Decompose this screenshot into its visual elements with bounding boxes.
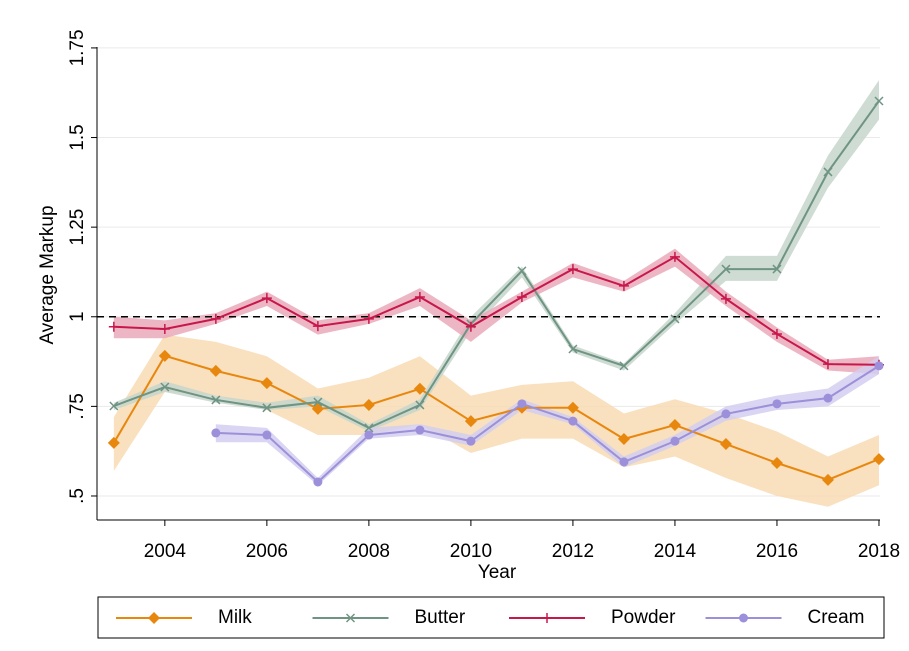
data-point xyxy=(566,401,579,414)
data-point xyxy=(312,321,323,332)
data-point xyxy=(313,477,323,487)
data-point xyxy=(465,321,476,332)
data-point xyxy=(568,344,578,354)
y-tick-label: .5 xyxy=(67,488,88,504)
data-point xyxy=(618,280,629,291)
data-point xyxy=(313,397,323,407)
data-point xyxy=(823,393,833,403)
legend-label: Butter xyxy=(415,607,466,628)
data-point xyxy=(617,432,630,445)
data-point xyxy=(772,399,782,409)
y-tick-label: 1.75 xyxy=(67,29,88,66)
data-point xyxy=(362,398,375,411)
data-point xyxy=(720,293,731,304)
data-point xyxy=(771,328,782,339)
data-point xyxy=(108,321,119,332)
data-point xyxy=(517,266,527,276)
data-point xyxy=(517,399,527,409)
data-point xyxy=(262,430,272,440)
data-point xyxy=(107,436,120,449)
data-point xyxy=(669,251,680,262)
data-point xyxy=(415,425,425,435)
x-tick-label: 2018 xyxy=(858,541,900,562)
x-tick-label: 2008 xyxy=(348,541,390,562)
series-line xyxy=(215,365,880,484)
data-point xyxy=(260,377,273,390)
y-tick-label: 1.5 xyxy=(67,124,88,150)
data-point xyxy=(209,364,222,377)
data-point xyxy=(160,382,170,392)
series-line xyxy=(113,100,880,429)
x-axis-label: Year xyxy=(478,562,517,583)
confidence-band xyxy=(113,80,879,432)
data-point xyxy=(363,313,374,324)
data-point xyxy=(109,401,119,411)
data-point xyxy=(413,382,426,395)
series-line xyxy=(113,255,879,366)
data-point xyxy=(568,416,578,426)
y-tick-label: 1.25 xyxy=(67,209,88,246)
data-point xyxy=(670,436,680,446)
x-tick-label: 2014 xyxy=(654,541,697,562)
y-axis-label: Average Markup xyxy=(37,205,58,344)
data-point xyxy=(414,292,425,303)
data-point xyxy=(619,457,629,467)
data-point xyxy=(567,264,578,275)
legend-marker xyxy=(345,613,356,623)
x-tick-label: 2016 xyxy=(756,541,798,562)
data-point xyxy=(670,314,680,324)
y-tick-label: .75 xyxy=(67,393,88,419)
data-point xyxy=(822,359,833,370)
data-point xyxy=(464,415,477,428)
data-point xyxy=(364,430,374,440)
y-tick-label: 1 xyxy=(67,311,88,322)
data-point xyxy=(158,349,171,362)
data-point xyxy=(619,361,629,371)
x-tick-label: 2012 xyxy=(552,541,594,562)
data-point xyxy=(772,264,782,274)
x-tick-label: 2010 xyxy=(450,541,492,562)
data-point xyxy=(770,457,783,470)
data-point xyxy=(211,395,221,405)
data-point xyxy=(364,423,374,433)
data-point xyxy=(516,292,527,303)
data-point xyxy=(466,436,476,446)
data-point xyxy=(719,438,732,451)
data-point xyxy=(874,96,884,106)
data-point xyxy=(262,403,272,413)
data-point xyxy=(721,409,731,419)
data-point xyxy=(874,361,884,371)
data-point xyxy=(823,167,833,177)
legend-marker xyxy=(542,613,552,623)
data-point xyxy=(668,419,681,432)
legend-label: Powder xyxy=(611,607,676,628)
data-point xyxy=(415,400,425,410)
legend-marker xyxy=(148,612,160,624)
x-tick-label: 2004 xyxy=(144,541,187,562)
data-point xyxy=(210,313,221,324)
data-point xyxy=(211,428,221,438)
legend-label: Milk xyxy=(218,607,252,628)
legend-label: Cream xyxy=(808,607,865,628)
data-point xyxy=(159,323,170,334)
data-point xyxy=(261,293,272,304)
legend-marker xyxy=(739,613,748,623)
x-tick-label: 2006 xyxy=(246,541,288,562)
data-point xyxy=(721,264,731,274)
data-point xyxy=(872,453,885,466)
data-point xyxy=(821,473,834,486)
series-line xyxy=(112,354,880,481)
